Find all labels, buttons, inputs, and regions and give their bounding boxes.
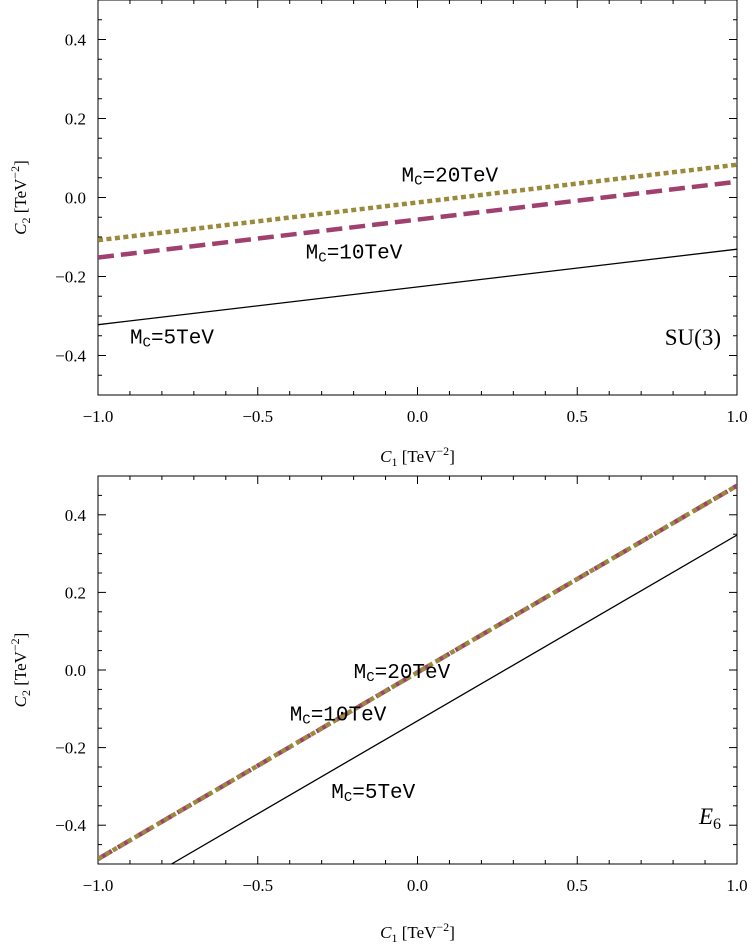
chart-panel-1: −1.0 −0.5 0.0 0.5 1.0 −0.4 −0.2 0.0 0.2 0.4 C1 [Te…	[8, 0, 748, 469]
series-line-m-c-5tev	[98, 248, 737, 326]
y-tick-label: 0.4	[65, 506, 87, 525]
x-axis-label: C1 [TeV−2]	[380, 920, 455, 945]
y-tick-label: 0.2	[65, 583, 86, 602]
y-tick-label: 0.2	[65, 110, 86, 129]
x-tick-label: −0.5	[242, 407, 273, 426]
annotation-m-c-5tev: MC=5TeV	[130, 328, 214, 352]
y-tick-label: −0.2	[55, 268, 86, 287]
group-label: E6	[698, 804, 721, 833]
y-tick-label: −0.4	[55, 816, 86, 835]
y-tick-label: −0.2	[55, 739, 86, 758]
y-axis-label: C2 [TeV−2]	[8, 633, 33, 708]
x-tick-label: 0.5	[567, 876, 588, 895]
y-axis-label: C2 [TeV−2]	[8, 160, 33, 235]
series-line-m-c-20tev	[98, 483, 737, 861]
series-group	[98, 483, 737, 864]
y-tick-label: 0.0	[65, 661, 86, 680]
x-tick-label: 1.0	[726, 407, 747, 426]
chart-panel-2: −1.0 −0.5 0.0 0.5 1.0 −0.4 −0.2 0.0 0.2 0.4 C1 [Te…	[8, 475, 748, 945]
y-tick-label: 0.4	[65, 31, 87, 50]
series-line-m-c-5tev	[171, 534, 737, 864]
x-tick-label: 1.0	[726, 876, 747, 895]
x-tick-label: 0.0	[407, 876, 428, 895]
series-line-m-c-20tev	[98, 162, 737, 243]
x-tick-label: −0.5	[242, 876, 273, 895]
group-label: SU(3)	[665, 325, 721, 350]
x-tick-label: 0.0	[407, 407, 428, 426]
series-line-m-c-10tev	[98, 179, 737, 260]
x-tick-label: −1.0	[83, 407, 114, 426]
y-tick-label: −0.4	[55, 347, 86, 366]
annotation-m-c-10tev: MC=10TeV	[306, 243, 403, 267]
y-tick-label: 0.0	[65, 189, 86, 208]
annotation-m-c-5tev: MC=5TeV	[331, 782, 415, 806]
x-axis-label: C1 [TeV−2]	[380, 444, 455, 469]
series-group	[98, 162, 737, 326]
x-tick-label: 0.5	[567, 407, 588, 426]
x-tick-label: −1.0	[83, 876, 114, 895]
annotation-m-c-20tev: MC=20TeV	[402, 166, 499, 190]
annotation-m-c-10tev: MC=10TeV	[290, 704, 387, 728]
annotation-m-c-20tev: MC=20TeV	[354, 662, 451, 686]
